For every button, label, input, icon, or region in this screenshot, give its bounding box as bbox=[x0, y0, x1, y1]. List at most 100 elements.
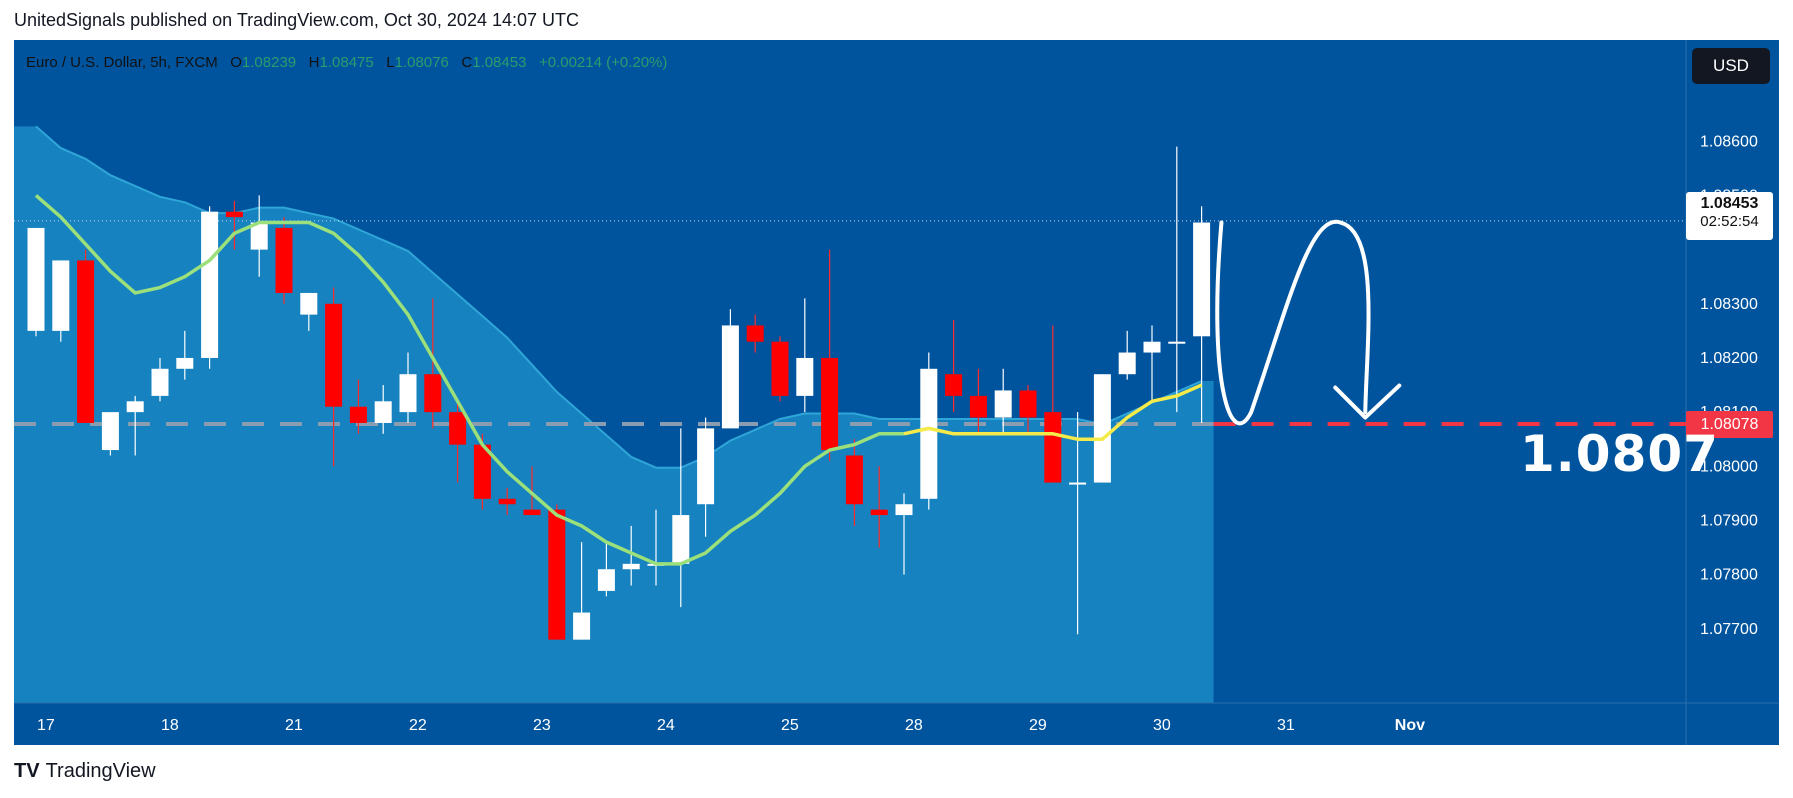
candle-body bbox=[622, 563, 640, 570]
legend-l-value: 1.08076 bbox=[394, 54, 449, 71]
legend-c-label: C bbox=[461, 54, 473, 71]
publisher-line: UnitedSignals published on TradingView.c… bbox=[14, 10, 580, 30]
candle-body bbox=[399, 374, 417, 413]
candle-body bbox=[1093, 374, 1111, 483]
candles bbox=[27, 146, 1211, 640]
y-tick-label: 1.07900 bbox=[1700, 512, 1758, 529]
candle-body bbox=[573, 612, 591, 640]
candle bbox=[1069, 412, 1087, 635]
candle-body bbox=[796, 357, 814, 396]
candle-body bbox=[1118, 352, 1136, 375]
candle-body bbox=[52, 260, 70, 331]
candle-body bbox=[101, 412, 119, 451]
candle bbox=[1093, 374, 1111, 483]
candle bbox=[994, 368, 1012, 434]
candle bbox=[1044, 325, 1062, 483]
candle bbox=[27, 227, 45, 337]
candle-body bbox=[1069, 482, 1087, 485]
x-tick-label: 23 bbox=[533, 717, 551, 734]
candle bbox=[201, 206, 219, 369]
legend-h-label: H bbox=[308, 54, 320, 71]
legend-c-value: 1.08453 bbox=[472, 54, 527, 71]
candle bbox=[52, 260, 70, 342]
ma-fast-yellow-line bbox=[903, 383, 1203, 441]
candle-body bbox=[1143, 341, 1161, 353]
candle bbox=[275, 217, 293, 304]
candle bbox=[1019, 385, 1037, 434]
moving-averages bbox=[34, 194, 1203, 566]
candle bbox=[945, 320, 963, 413]
y-tick-label: 1.08300 bbox=[1700, 296, 1758, 313]
x-tick-label: 21 bbox=[285, 717, 303, 734]
candle bbox=[523, 466, 541, 516]
x-tick-label: 24 bbox=[657, 717, 675, 734]
candle-body bbox=[374, 401, 392, 423]
projection-arrowhead bbox=[1333, 383, 1402, 420]
candle-body bbox=[548, 509, 566, 640]
grid-lines bbox=[14, 40, 1779, 745]
candle bbox=[399, 352, 417, 423]
candle bbox=[870, 466, 888, 548]
candle-body bbox=[176, 357, 194, 369]
projection-path bbox=[1215, 219, 1402, 426]
candle bbox=[498, 487, 516, 516]
x-tick-label: Nov bbox=[1395, 717, 1425, 734]
candle bbox=[151, 357, 169, 402]
countdown-timer: 02:52:54 bbox=[1700, 213, 1759, 230]
candle-body bbox=[1168, 341, 1186, 344]
ma-fast-green-line bbox=[34, 194, 904, 566]
candle-body bbox=[151, 368, 169, 396]
candle-body bbox=[473, 444, 491, 499]
candle-body bbox=[1193, 222, 1211, 337]
candle bbox=[176, 330, 194, 380]
candle-body bbox=[969, 395, 987, 418]
x-tick-label: 30 bbox=[1153, 717, 1171, 734]
candle bbox=[101, 412, 119, 456]
candle-body bbox=[498, 498, 516, 505]
candle-body bbox=[300, 292, 318, 315]
candle bbox=[325, 287, 343, 467]
x-tick-label: 17 bbox=[37, 717, 55, 734]
last-price-value: 1.08453 bbox=[1700, 195, 1759, 212]
candle bbox=[1143, 325, 1161, 402]
candle bbox=[920, 352, 938, 510]
candle-body bbox=[845, 455, 863, 505]
candle-body bbox=[349, 406, 367, 423]
currency-button[interactable]: USD bbox=[1692, 48, 1770, 84]
candle-body bbox=[771, 341, 789, 396]
level-lines bbox=[14, 220, 1686, 427]
candle bbox=[622, 525, 640, 586]
level-price-tag: 1.08078 bbox=[1686, 411, 1773, 438]
legend-h-value: 1.08475 bbox=[319, 54, 374, 71]
candle bbox=[895, 493, 913, 575]
candle bbox=[126, 395, 144, 456]
candle bbox=[796, 298, 814, 413]
candle-body bbox=[250, 222, 268, 250]
candle bbox=[548, 504, 566, 640]
candle bbox=[250, 195, 268, 277]
candle-body bbox=[870, 509, 888, 516]
candle-body bbox=[449, 412, 467, 445]
candle bbox=[597, 542, 615, 597]
candle-body bbox=[597, 569, 615, 591]
candle-body bbox=[325, 303, 343, 407]
x-tick-label: 28 bbox=[905, 717, 923, 734]
candle bbox=[1118, 330, 1136, 380]
candle-body bbox=[945, 374, 963, 396]
candle-body bbox=[77, 260, 95, 423]
ohlc-legend: Euro / U.S. Dollar, 5h, FXCM O1.08239 H1… bbox=[26, 54, 667, 71]
candle bbox=[449, 401, 467, 483]
candle-body bbox=[697, 428, 715, 505]
candle-body bbox=[424, 374, 442, 413]
legend-o-label: O bbox=[230, 54, 242, 71]
legend-symbol: Euro / U.S. Dollar, 5h, FXCM bbox=[26, 54, 218, 71]
x-tick-label: 29 bbox=[1029, 717, 1047, 734]
candle bbox=[845, 439, 863, 526]
candle bbox=[349, 379, 367, 434]
candle-body bbox=[523, 509, 541, 516]
target-annotation: 1.0807 bbox=[1520, 425, 1719, 483]
candle bbox=[771, 336, 789, 402]
candle bbox=[1168, 146, 1186, 413]
candle-body bbox=[225, 211, 243, 218]
